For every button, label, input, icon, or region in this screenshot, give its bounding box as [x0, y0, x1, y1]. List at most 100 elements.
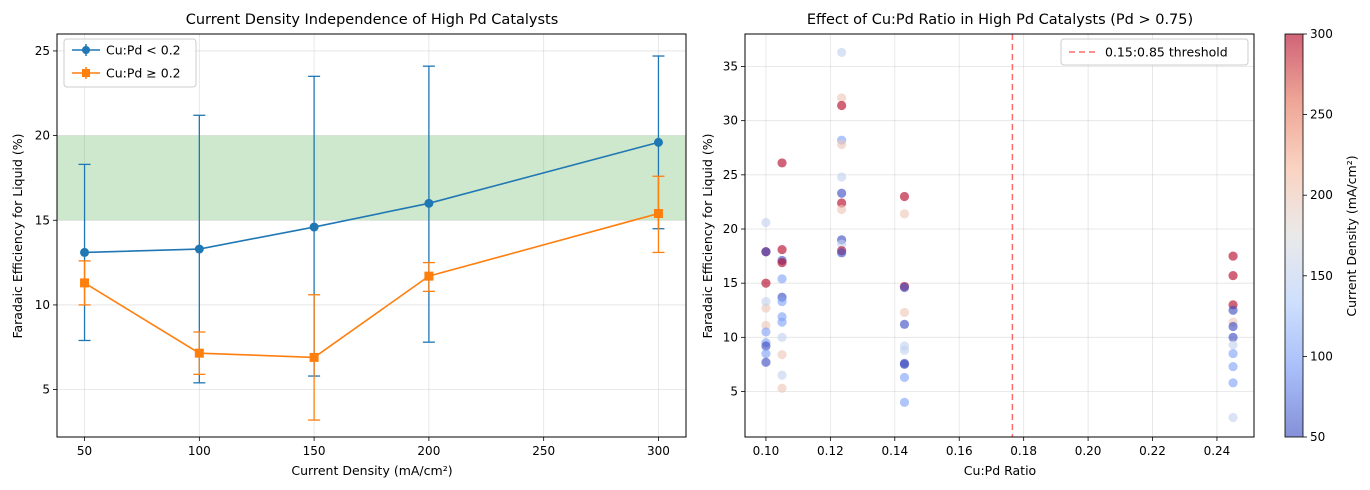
right-y-tick-label: 15	[723, 276, 738, 290]
scatter-point	[761, 278, 771, 288]
right-x-tick-label: 0.10	[753, 444, 780, 458]
scatter-point	[777, 383, 787, 393]
scatter-point	[761, 247, 771, 257]
scatter-point	[837, 93, 847, 103]
colorbar-tick-label: 200	[1310, 188, 1333, 202]
colorbar: 50 100 150 200 250 300 Current Density (mA/cm…	[1284, 27, 1359, 444]
scatter-point	[1228, 305, 1238, 315]
left-legend-box	[63, 38, 197, 88]
data-point-circle	[194, 244, 204, 254]
scatter-point	[899, 397, 910, 407]
data-point-circle	[309, 222, 319, 232]
scatter-point	[837, 198, 847, 208]
scatter-point	[1228, 321, 1238, 332]
right-plot-area	[745, 34, 1254, 437]
left-y-tick-label: 10	[35, 298, 50, 312]
scatter-point	[1228, 412, 1238, 423]
data-point-square	[653, 208, 663, 218]
scatter-point	[777, 296, 787, 307]
right-legend: 0.15:0.85 threshold	[1060, 38, 1249, 66]
right-legend-box	[1060, 38, 1249, 66]
data-point-square	[309, 352, 319, 362]
scatter-point	[761, 341, 771, 351]
left-x-tick-label: 200	[417, 444, 440, 458]
data-point-square	[194, 348, 204, 358]
data-point-square	[80, 278, 90, 288]
scatter-point	[777, 332, 787, 342]
scatter-point	[899, 209, 910, 219]
left-ticks: 50 100 150 200 250 300 5 10 15 20 25	[35, 44, 670, 458]
scatter-point	[837, 239, 847, 249]
colorbar-tick-label: 150	[1310, 269, 1333, 283]
right-y-axis-label: Faradaic Efficiency for Liquid (%)	[700, 133, 715, 338]
scatter-point	[837, 204, 847, 215]
left-y-axis-label: Faradaic Efficiency for Liquid (%)	[10, 133, 25, 338]
right-y-tick-label: 35	[723, 60, 738, 74]
right-y-tick-label: 30	[723, 114, 738, 128]
scatter-point	[899, 307, 910, 318]
right-axes-frame	[744, 33, 1255, 438]
scatter-point	[1228, 361, 1238, 372]
left-series	[78, 55, 665, 421]
left-chart-title: Current Density Independence of High Pd …	[186, 12, 559, 28]
left-y-tick-label: 25	[35, 44, 50, 58]
right-y-tick-label: 10	[723, 330, 738, 344]
scatter-point	[761, 348, 771, 359]
right-ticks: 0.10 0.12 0.14 0.16 0.18 0.20 0.22 0.24 5 10 15 20 2…	[723, 60, 1231, 459]
scatter-point	[1228, 251, 1238, 261]
scatter-point	[777, 274, 787, 284]
scatter-point	[899, 282, 910, 293]
left-x-tick-label: 300	[647, 444, 670, 458]
right-grid	[745, 34, 1254, 437]
legend-marker-orange	[82, 69, 90, 77]
scatter-point	[777, 158, 787, 168]
scatter-point	[1228, 348, 1238, 359]
left-y-tick-label: 5	[42, 383, 50, 397]
scatter-point	[777, 350, 787, 360]
colorbar-ticks: 50 100 150 200 250 300	[1303, 27, 1333, 444]
scatter-point	[761, 327, 771, 337]
scatter-point	[899, 319, 910, 329]
left-axes-frame	[56, 33, 687, 438]
left-x-tick-label: 100	[188, 444, 211, 458]
scatter-point	[899, 191, 910, 202]
left-panel: 50 100 150 200 250 300 5 10 15 20 25 Current Densi…	[10, 12, 687, 478]
legend-threshold-label: 0.15:0.85 threshold	[1105, 45, 1228, 60]
scatter-point	[777, 370, 787, 380]
right-x-tick-label: 0.24	[1204, 444, 1231, 458]
scatter-point	[1228, 340, 1238, 350]
scatter-point	[1228, 378, 1238, 388]
right-chart-title: Effect of Cu:Pd Ratio in High Pd Catalys…	[807, 12, 1193, 28]
right-x-tick-label: 0.16	[946, 444, 973, 458]
right-x-tick-label: 0.20	[1075, 444, 1102, 458]
right-y-tick-label: 20	[723, 222, 738, 236]
right-x-tick-label: 0.12	[817, 444, 844, 458]
scatter-point	[761, 296, 771, 307]
right-y-tick-label: 25	[723, 168, 738, 182]
scatter-point	[899, 359, 910, 370]
left-plot-area	[57, 34, 686, 437]
scatter-point	[777, 257, 787, 268]
data-point-square	[424, 271, 434, 281]
right-x-tick-label: 0.14	[881, 444, 908, 458]
left-y-tick-label: 20	[35, 129, 50, 143]
right-x-axis-label: Cu:Pd Ratio	[964, 463, 1036, 478]
scatter-point	[837, 188, 847, 198]
scatter-point	[837, 139, 847, 150]
right-x-tick-label: 0.18	[1010, 444, 1037, 458]
scatter-point	[761, 357, 771, 367]
scatter-point	[837, 172, 847, 182]
scatter-point	[899, 345, 910, 355]
scatter-point	[777, 317, 787, 327]
colorbar-tick-label: 300	[1310, 27, 1333, 41]
left-legend: Cu:Pd < 0.2 Cu:Pd ≥ 0.2	[63, 38, 197, 88]
legend-label-orange: Cu:Pd ≥ 0.2	[106, 66, 181, 81]
scatter-point	[761, 217, 771, 228]
left-x-axis-label: Current Density (mA/cm²)	[291, 463, 452, 478]
scatter-point	[837, 47, 847, 58]
data-point-circle	[424, 198, 434, 208]
legend-entry-blue: Cu:Pd < 0.2	[72, 43, 181, 58]
scatter-point	[1228, 332, 1238, 342]
legend-marker-blue	[82, 46, 90, 54]
